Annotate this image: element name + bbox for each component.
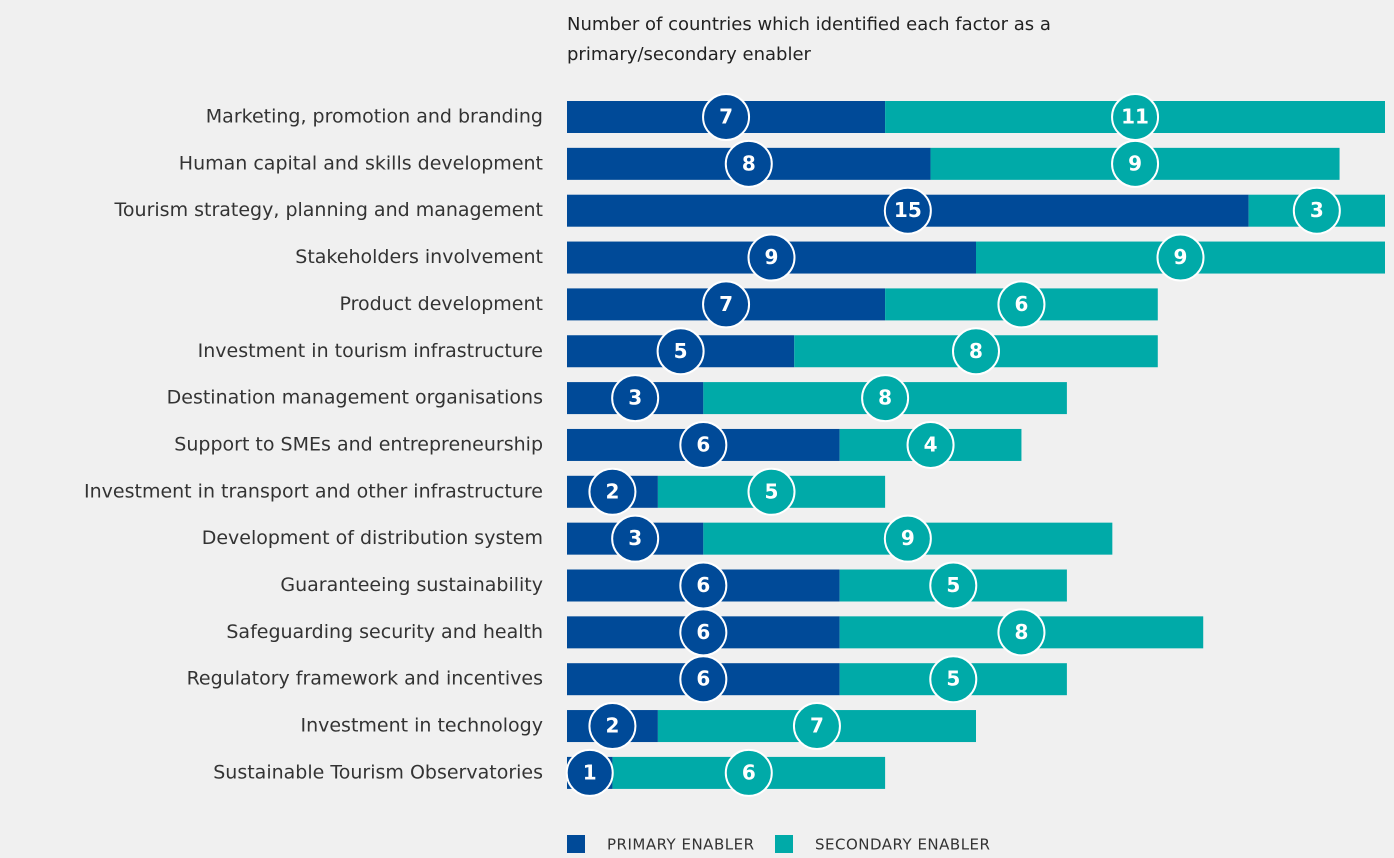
category-label: Safeguarding security and health [226,621,543,643]
value-badge [724,748,773,797]
value-badge [1156,233,1205,282]
value-label: 1 [583,760,597,784]
value-label: 7 [810,714,824,738]
category-label: Destination management organisations [167,387,543,409]
value-badge [679,420,728,469]
category-label: Product development [339,293,543,315]
value-badge [702,280,751,329]
value-badge [792,702,841,751]
value-badge [747,467,796,516]
category-label: Marketing, promotion and branding [206,106,543,128]
legend-label: SECONDARY ENABLER [815,836,990,854]
value-label: 9 [1128,151,1142,175]
value-badge [588,467,637,516]
value-label: 15 [894,198,922,222]
category-label: Human capital and skills development [179,152,543,174]
chart-title: Number of countries which identified eac… [567,14,1051,65]
value-badge [611,374,660,423]
category-label: Sustainable Tourism Observatories [213,761,543,783]
value-badge [724,139,773,188]
category-label: Development of distribution system [202,527,543,549]
category-label: Investment in transport and other infras… [84,480,543,502]
value-label: 3 [628,386,642,410]
value-badge [565,748,614,797]
value-label: 7 [719,292,733,316]
value-label: 9 [901,526,915,550]
value-label: 3 [628,526,642,550]
value-label: 6 [696,432,710,456]
value-badge [952,327,1000,376]
value-badge [906,420,955,469]
value-badge [747,233,796,282]
legend-label: PRIMARY ENABLER [607,836,755,854]
category-label: Investment in tourism infrastructure [198,340,543,362]
value-label: 5 [946,667,960,691]
value-badge [611,514,660,563]
value-label: 6 [1014,292,1028,316]
legend-swatch [775,835,793,853]
value-badge [861,374,910,423]
value-label: 9 [765,245,779,269]
value-label: 5 [674,339,688,363]
value-label: 8 [1014,620,1028,644]
value-label: 9 [1174,245,1188,269]
value-label: 2 [605,714,619,738]
value-label: 8 [969,339,983,363]
category-label: Guaranteeing sustainability [280,574,543,596]
value-badge [883,186,932,235]
value-badge [656,327,705,376]
value-badge [929,655,978,704]
value-badge [883,514,932,563]
value-badge [997,608,1046,657]
value-label: 6 [696,620,710,644]
value-label: 5 [946,573,960,597]
value-label: 8 [878,386,892,410]
legend-swatch [567,835,585,853]
category-label: Regulatory framework and incentives [187,668,543,690]
value-label: 6 [696,667,710,691]
category-label: Investment in technology [300,715,543,737]
value-badge [1292,186,1341,235]
value-label: 5 [765,479,779,503]
value-badge [588,702,637,751]
value-badge [679,655,728,704]
value-label: 4 [924,432,938,456]
value-badge [929,561,978,610]
value-badge [1111,139,1160,188]
value-label: 6 [696,573,710,597]
value-label: 6 [742,760,756,784]
value-label: 3 [1310,198,1324,222]
value-label: 2 [605,479,619,503]
value-label: 7 [719,105,733,129]
category-label: Tourism strategy, planning and managemen… [114,199,543,221]
category-label: Support to SMEs and entrepreneurship [174,433,543,455]
value-label: 11 [1121,105,1149,129]
value-label: 8 [742,151,756,175]
value-badge [997,280,1046,329]
category-label: Stakeholders involvement [295,246,543,268]
value-badge [702,93,751,141]
